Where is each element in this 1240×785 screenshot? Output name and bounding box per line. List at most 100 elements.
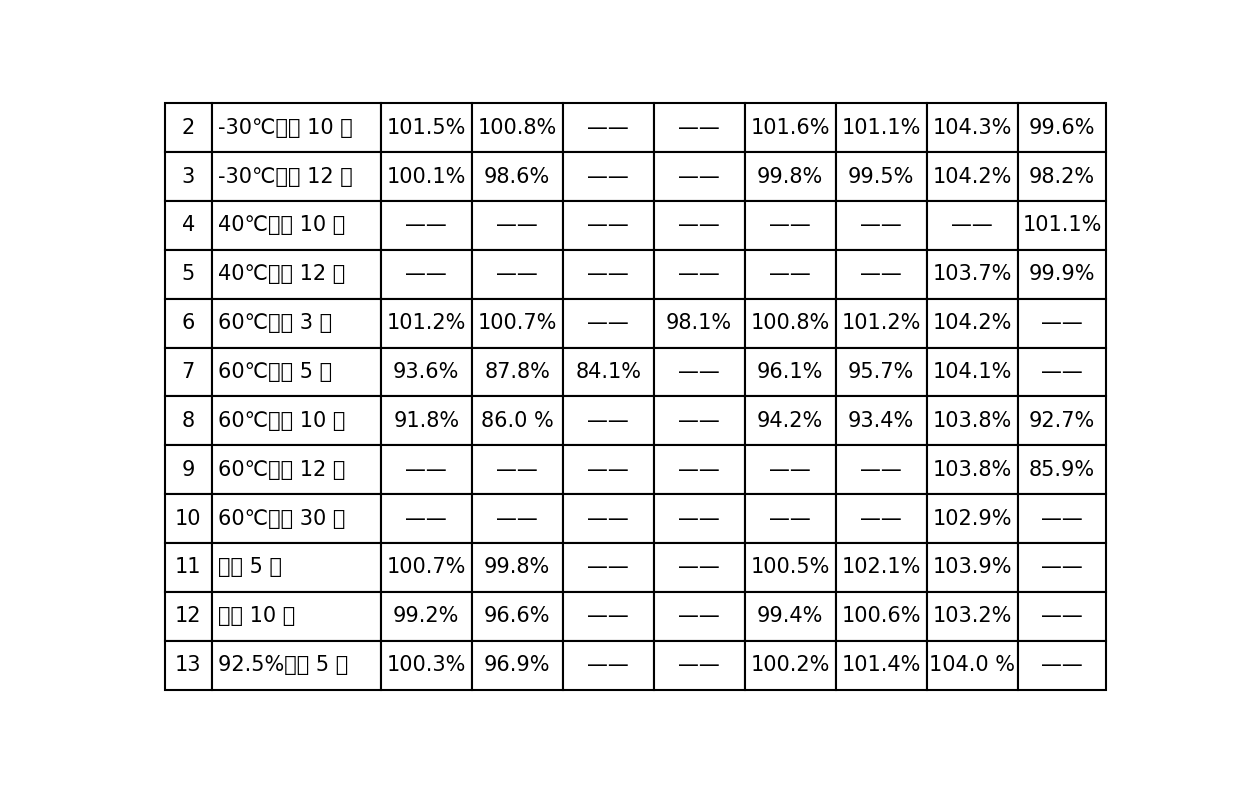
Bar <box>653 396 745 445</box>
Bar <box>165 152 212 201</box>
Text: ——: —— <box>678 460 720 480</box>
Bar <box>381 445 471 494</box>
Text: ——: —— <box>405 265 448 284</box>
Bar <box>1018 201 1106 250</box>
Bar <box>745 201 836 250</box>
Text: ——: —— <box>588 509 629 528</box>
Text: 103.2%: 103.2% <box>932 606 1012 626</box>
Bar <box>381 396 471 445</box>
Bar <box>212 250 381 299</box>
Bar <box>745 494 836 543</box>
Text: 98.2%: 98.2% <box>1029 166 1095 187</box>
Text: 10: 10 <box>175 509 201 528</box>
Text: 2: 2 <box>181 118 195 137</box>
Bar <box>653 445 745 494</box>
Bar <box>653 152 745 201</box>
Bar <box>745 250 836 299</box>
Text: ——: —— <box>588 118 629 137</box>
Text: ——: —— <box>496 509 538 528</box>
Bar <box>563 299 653 348</box>
Text: 101.4%: 101.4% <box>842 655 921 675</box>
Bar <box>165 299 212 348</box>
Bar <box>165 641 212 689</box>
Text: ——: —— <box>951 215 993 235</box>
Text: 98.6%: 98.6% <box>484 166 551 187</box>
Text: 6: 6 <box>181 313 195 333</box>
Bar <box>563 348 653 396</box>
Bar <box>653 494 745 543</box>
Bar <box>745 348 836 396</box>
Bar <box>653 543 745 592</box>
Bar <box>926 543 1018 592</box>
Text: 98.1%: 98.1% <box>666 313 733 333</box>
Text: 100.8%: 100.8% <box>477 118 557 137</box>
Bar <box>1018 348 1106 396</box>
Bar <box>563 592 653 641</box>
Text: 100.3%: 100.3% <box>387 655 466 675</box>
Bar <box>381 348 471 396</box>
Text: ——: —— <box>1042 509 1083 528</box>
Bar <box>165 592 212 641</box>
Text: -30℃冷冻 10 天: -30℃冷冻 10 天 <box>218 118 353 137</box>
Bar <box>381 543 471 592</box>
Bar <box>836 396 926 445</box>
Bar <box>381 299 471 348</box>
Bar <box>836 641 926 689</box>
Text: ——: —— <box>861 460 901 480</box>
Text: 101.2%: 101.2% <box>842 313 921 333</box>
Bar <box>653 250 745 299</box>
Bar <box>212 543 381 592</box>
Bar <box>926 348 1018 396</box>
Bar <box>563 445 653 494</box>
Bar <box>926 396 1018 445</box>
Text: 99.2%: 99.2% <box>393 606 460 626</box>
Bar <box>653 104 745 152</box>
Bar <box>745 543 836 592</box>
Bar <box>471 543 563 592</box>
Text: ——: —— <box>588 411 629 431</box>
Text: ——: —— <box>1042 313 1083 333</box>
Bar <box>745 396 836 445</box>
Bar <box>165 348 212 396</box>
Bar <box>563 152 653 201</box>
Bar <box>1018 104 1106 152</box>
Text: 60℃高温 10 天: 60℃高温 10 天 <box>218 411 346 431</box>
Text: ——: —— <box>496 460 538 480</box>
Text: ——: —— <box>1042 557 1083 578</box>
Text: 99.5%: 99.5% <box>848 166 914 187</box>
Bar <box>165 201 212 250</box>
Text: 101.2%: 101.2% <box>387 313 466 333</box>
Bar <box>212 445 381 494</box>
Text: ——: —— <box>405 509 448 528</box>
Bar <box>926 494 1018 543</box>
Text: ——: —— <box>405 460 448 480</box>
Text: ——: —— <box>678 215 720 235</box>
Text: 7: 7 <box>181 362 195 382</box>
Bar <box>745 445 836 494</box>
Bar <box>1018 250 1106 299</box>
Text: 92.5%高温 5 天: 92.5%高温 5 天 <box>218 655 348 675</box>
Text: ——: —— <box>678 411 720 431</box>
Bar <box>926 201 1018 250</box>
Bar <box>1018 152 1106 201</box>
Bar <box>381 152 471 201</box>
Bar <box>745 152 836 201</box>
Text: 96.9%: 96.9% <box>484 655 551 675</box>
Text: 101.5%: 101.5% <box>387 118 466 137</box>
Bar <box>1018 494 1106 543</box>
Text: 99.8%: 99.8% <box>756 166 823 187</box>
Text: ——: —— <box>588 460 629 480</box>
Text: 60℃高温 30 天: 60℃高温 30 天 <box>218 509 346 528</box>
Text: 3: 3 <box>181 166 195 187</box>
Text: ——: —— <box>1042 655 1083 675</box>
Bar <box>165 543 212 592</box>
Bar <box>381 641 471 689</box>
Text: 93.6%: 93.6% <box>393 362 460 382</box>
Text: 99.6%: 99.6% <box>1029 118 1095 137</box>
Text: 40℃高温 10 天: 40℃高温 10 天 <box>218 215 346 235</box>
Bar <box>165 494 212 543</box>
Bar <box>212 348 381 396</box>
Text: 91.8%: 91.8% <box>393 411 459 431</box>
Bar <box>563 250 653 299</box>
Text: 87.8%: 87.8% <box>485 362 551 382</box>
